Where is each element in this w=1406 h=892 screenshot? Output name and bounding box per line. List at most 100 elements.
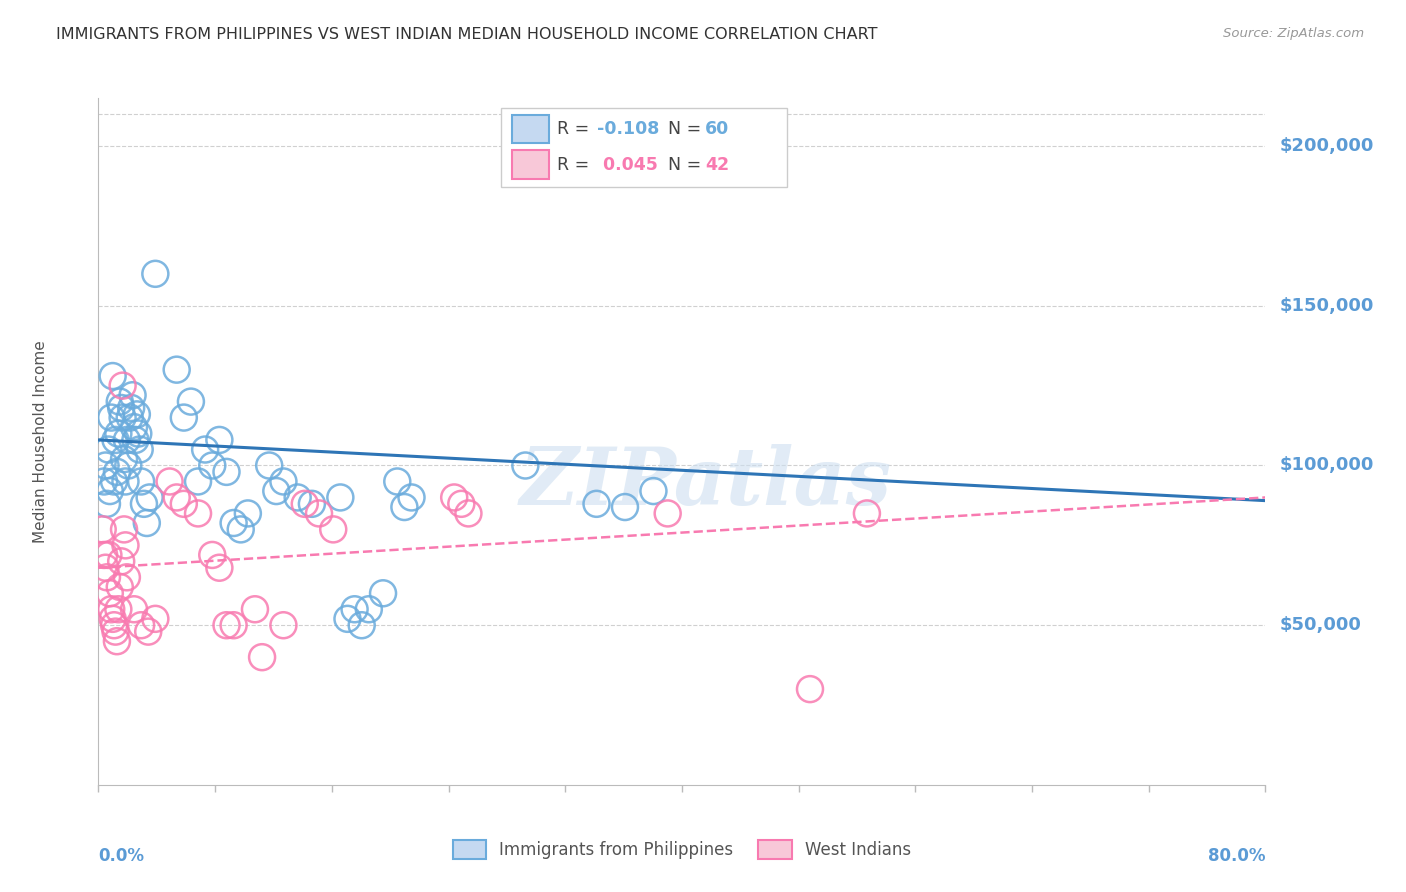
Text: R =: R = xyxy=(557,120,595,138)
Point xyxy=(166,362,188,376)
Text: N =: N = xyxy=(668,120,707,138)
Point xyxy=(93,475,115,489)
Text: 0.045: 0.045 xyxy=(596,156,658,174)
Point xyxy=(173,410,195,425)
Point xyxy=(273,618,295,632)
Text: N =: N = xyxy=(668,156,707,174)
Point xyxy=(201,548,224,562)
Point xyxy=(107,426,129,441)
Point xyxy=(173,497,195,511)
FancyBboxPatch shape xyxy=(512,151,548,179)
Point xyxy=(143,612,166,626)
Point xyxy=(132,497,155,511)
Point xyxy=(114,475,136,489)
Point xyxy=(114,538,136,552)
Point xyxy=(350,618,373,632)
Point xyxy=(329,491,352,505)
Point xyxy=(166,491,188,505)
Point xyxy=(308,507,330,521)
Point xyxy=(111,410,134,425)
Point xyxy=(457,507,479,521)
Point xyxy=(97,442,120,457)
Point xyxy=(129,618,152,632)
Point xyxy=(138,491,160,505)
Text: R =: R = xyxy=(557,156,595,174)
Text: IMMIGRANTS FROM PHILIPPINES VS WEST INDIAN MEDIAN HOUSEHOLD INCOME CORRELATION C: IMMIGRANTS FROM PHILIPPINES VS WEST INDI… xyxy=(56,27,877,42)
Point xyxy=(208,433,231,447)
Point xyxy=(104,624,127,639)
Text: ZIPatlas: ZIPatlas xyxy=(519,444,891,522)
Point xyxy=(443,491,465,505)
Point xyxy=(112,452,135,467)
Point xyxy=(215,618,238,632)
Point xyxy=(98,586,121,600)
Point xyxy=(101,612,124,626)
Point xyxy=(115,570,138,584)
Point xyxy=(104,433,127,447)
Point xyxy=(643,484,665,499)
Point xyxy=(127,426,149,441)
Point xyxy=(243,602,266,616)
Text: 42: 42 xyxy=(706,156,730,174)
Point xyxy=(257,458,280,473)
Point xyxy=(97,548,120,562)
Point xyxy=(125,408,148,422)
Point xyxy=(111,378,134,392)
FancyBboxPatch shape xyxy=(501,109,787,187)
Point xyxy=(136,624,159,639)
Point xyxy=(121,388,143,402)
Point xyxy=(215,465,238,479)
Point xyxy=(103,475,125,489)
Point xyxy=(159,475,181,489)
Point xyxy=(187,507,209,521)
Point xyxy=(222,618,245,632)
Point xyxy=(450,497,472,511)
Legend: Immigrants from Philippines, West Indians: Immigrants from Philippines, West Indian… xyxy=(446,833,918,866)
Text: $200,000: $200,000 xyxy=(1279,137,1374,155)
Point xyxy=(96,570,118,584)
Point xyxy=(94,458,117,473)
Point xyxy=(105,634,128,648)
Point xyxy=(287,491,309,505)
Point xyxy=(105,465,128,479)
Text: 60: 60 xyxy=(706,120,730,138)
Text: 0.0%: 0.0% xyxy=(98,847,145,864)
Text: Median Household Income: Median Household Income xyxy=(32,340,48,543)
Point xyxy=(122,602,145,616)
Point xyxy=(222,516,245,530)
Point xyxy=(93,548,115,562)
Point xyxy=(129,475,152,489)
Point xyxy=(120,401,142,415)
Point xyxy=(135,516,157,530)
Point xyxy=(100,602,122,616)
Point xyxy=(187,475,209,489)
Point xyxy=(118,410,141,425)
Point xyxy=(515,458,537,473)
Point xyxy=(96,497,118,511)
Point xyxy=(115,433,138,447)
Text: $150,000: $150,000 xyxy=(1279,297,1374,315)
Point xyxy=(322,522,344,536)
Text: -0.108: -0.108 xyxy=(596,120,659,138)
Point xyxy=(657,507,679,521)
Point xyxy=(194,442,217,457)
Point xyxy=(343,602,366,616)
Point xyxy=(585,497,607,511)
Text: 80.0%: 80.0% xyxy=(1208,847,1265,864)
Point xyxy=(371,586,394,600)
FancyBboxPatch shape xyxy=(512,114,548,144)
Point xyxy=(387,475,409,489)
Point xyxy=(108,394,131,409)
Point xyxy=(208,560,231,574)
Point xyxy=(143,267,166,281)
Point xyxy=(229,522,252,536)
Point xyxy=(122,420,145,434)
Point xyxy=(108,580,131,594)
Point xyxy=(394,500,416,514)
Point xyxy=(799,682,821,697)
Point xyxy=(856,507,879,521)
Point xyxy=(266,484,288,499)
Point xyxy=(336,612,359,626)
Point xyxy=(301,497,323,511)
Point xyxy=(98,484,121,499)
